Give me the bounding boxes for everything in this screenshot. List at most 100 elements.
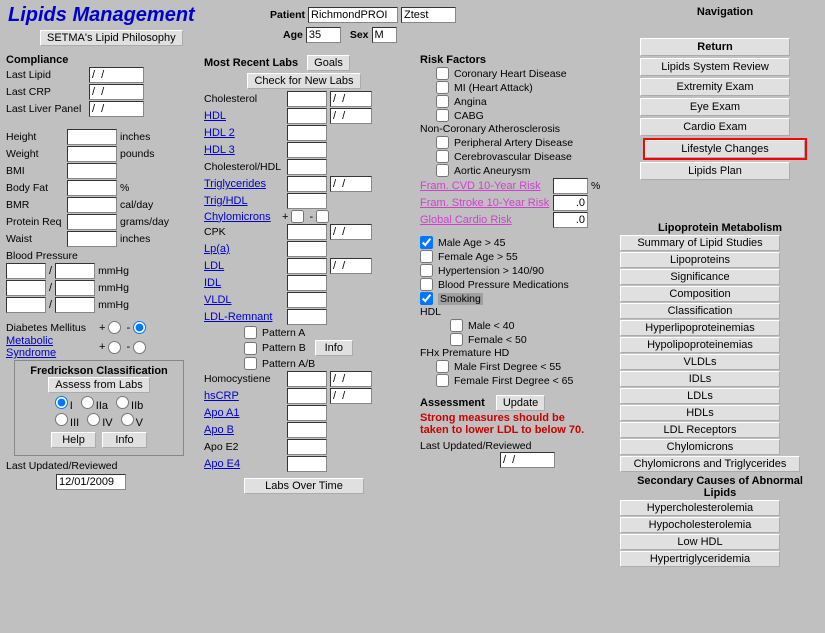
pad-cb[interactable] bbox=[436, 136, 449, 149]
apoe2-input[interactable] bbox=[287, 439, 327, 455]
hdl2-link[interactable]: HDL 2 bbox=[204, 127, 284, 139]
update-button[interactable]: Update bbox=[496, 395, 545, 411]
ldlrem-input[interactable] bbox=[287, 309, 327, 325]
bp-sys2[interactable] bbox=[6, 280, 46, 296]
ffd65-cb[interactable] bbox=[436, 374, 449, 387]
fram-stroke-link[interactable]: Fram. Stroke 10-Year Risk bbox=[420, 197, 550, 209]
patient-first-input[interactable] bbox=[401, 7, 456, 23]
chylo-plus[interactable] bbox=[291, 210, 304, 223]
bp-dia1[interactable] bbox=[55, 263, 95, 279]
comp-button[interactable]: Composition bbox=[620, 286, 780, 302]
assess-last-updated-input[interactable] bbox=[500, 452, 555, 468]
idl-input[interactable] bbox=[287, 275, 327, 291]
apoe4-link[interactable]: Apo E4 bbox=[204, 458, 284, 470]
chylo-link[interactable]: Chylomicrons bbox=[204, 211, 279, 223]
female55-cb[interactable] bbox=[420, 250, 433, 263]
height-input[interactable] bbox=[67, 129, 117, 145]
fr-iia-radio[interactable] bbox=[81, 396, 94, 409]
ldl-link[interactable]: LDL bbox=[204, 260, 284, 272]
vldl-input[interactable] bbox=[287, 292, 327, 308]
aa-cb[interactable] bbox=[436, 164, 449, 177]
chol-date[interactable] bbox=[330, 91, 372, 107]
fr-iib-radio[interactable] bbox=[116, 396, 129, 409]
lowhdl-button[interactable]: Low HDL bbox=[620, 534, 780, 550]
global-risk-input[interactable] bbox=[553, 212, 588, 228]
weight-input[interactable] bbox=[67, 146, 117, 162]
vldl-button[interactable]: VLDLs bbox=[620, 354, 780, 370]
chol-input[interactable] bbox=[287, 91, 327, 107]
cholhdl-input[interactable] bbox=[287, 159, 327, 175]
ldl-button[interactable]: LDLs bbox=[620, 388, 780, 404]
fram-stroke-input[interactable] bbox=[553, 195, 588, 211]
hyperchol-button[interactable]: Hypercholesterolemia bbox=[620, 500, 780, 516]
bp-sys3[interactable] bbox=[6, 297, 46, 313]
hypertrig-button[interactable]: Hypertriglyceridemia bbox=[620, 551, 780, 567]
htn-cb[interactable] bbox=[420, 264, 433, 277]
pattern-b-cb[interactable] bbox=[244, 342, 257, 355]
ldlrem-link[interactable]: LDL-Remnant bbox=[204, 311, 284, 323]
hscrp-link[interactable]: hsCRP bbox=[204, 390, 284, 402]
cpk-input[interactable] bbox=[287, 224, 327, 240]
apoe4-input[interactable] bbox=[287, 456, 327, 472]
angina-cb[interactable] bbox=[436, 95, 449, 108]
hdl-date[interactable] bbox=[330, 108, 372, 124]
fr-v-radio[interactable] bbox=[121, 413, 134, 426]
trig-link[interactable]: Triglycerides bbox=[204, 178, 284, 190]
global-risk-link[interactable]: Global Cardio Risk bbox=[420, 214, 550, 226]
lpa-link[interactable]: Lp(a) bbox=[204, 243, 284, 255]
trighdl-input[interactable] bbox=[287, 193, 327, 209]
idl-button[interactable]: IDLs bbox=[620, 371, 780, 387]
bpmeds-cb[interactable] bbox=[420, 278, 433, 291]
philosophy-button[interactable]: SETMA's Lipid Philosophy bbox=[40, 30, 183, 46]
chylo-trig-button[interactable]: Chylomicrons and Triglycerides bbox=[620, 456, 800, 472]
male40-cb[interactable] bbox=[450, 319, 463, 332]
hdl3-input[interactable] bbox=[287, 142, 327, 158]
homo-input[interactable] bbox=[287, 371, 327, 387]
check-labs-button[interactable]: Check for New Labs bbox=[247, 73, 360, 89]
homo-date[interactable] bbox=[330, 371, 372, 387]
last-lipid-input[interactable] bbox=[89, 67, 144, 83]
last-updated-input[interactable] bbox=[56, 474, 126, 490]
last-crp-input[interactable] bbox=[89, 84, 144, 100]
ms-minus-radio[interactable] bbox=[133, 341, 146, 354]
class-button[interactable]: Classification bbox=[620, 303, 780, 319]
sig-button[interactable]: Significance bbox=[620, 269, 780, 285]
hypo-button[interactable]: Hypolipoproteinemias bbox=[620, 337, 780, 353]
male45-cb[interactable] bbox=[420, 236, 433, 249]
sex-input[interactable] bbox=[372, 27, 397, 43]
trig-input[interactable] bbox=[287, 176, 327, 192]
dm-minus-radio[interactable] bbox=[133, 321, 146, 334]
extremity-button[interactable]: Extremity Exam bbox=[640, 78, 790, 96]
chylo-button[interactable]: Chylomicrons bbox=[620, 439, 780, 455]
fr-help-button[interactable]: Help bbox=[51, 432, 96, 448]
hdl3-link[interactable]: HDL 3 bbox=[204, 144, 284, 156]
lpa-input[interactable] bbox=[287, 241, 327, 257]
fr-iii-radio[interactable] bbox=[55, 413, 68, 426]
plan-button[interactable]: Lipids Plan bbox=[640, 162, 790, 180]
ldlrec-button[interactable]: LDL Receptors bbox=[620, 422, 780, 438]
apoa1-input[interactable] bbox=[287, 405, 327, 421]
ldl-input[interactable] bbox=[287, 258, 327, 274]
hdl-link[interactable]: HDL bbox=[204, 110, 284, 122]
hypochol-button[interactable]: Hypocholesterolemia bbox=[620, 517, 780, 533]
ms-link[interactable]: Metabolic Syndrome bbox=[6, 335, 96, 359]
bmr-input[interactable] bbox=[67, 197, 117, 213]
last-liver-input[interactable] bbox=[89, 101, 144, 117]
fram-cvd-link[interactable]: Fram. CVD 10-Year Risk bbox=[420, 180, 550, 192]
summary-button[interactable]: Summary of Lipid Studies bbox=[620, 235, 780, 251]
fram-cvd-input[interactable] bbox=[553, 178, 588, 194]
bp-dia3[interactable] bbox=[55, 297, 95, 313]
idl-link[interactable]: IDL bbox=[204, 277, 284, 289]
protein-input[interactable] bbox=[67, 214, 117, 230]
hscrp-input[interactable] bbox=[287, 388, 327, 404]
vldl-link[interactable]: VLDL bbox=[204, 294, 284, 306]
dm-plus-radio[interactable] bbox=[108, 321, 121, 334]
apoa1-link[interactable]: Apo A1 bbox=[204, 407, 284, 419]
chd-cb[interactable] bbox=[436, 67, 449, 80]
labs-over-time-button[interactable]: Labs Over Time bbox=[244, 478, 364, 494]
ldl-date[interactable] bbox=[330, 258, 372, 274]
cpk-date[interactable] bbox=[330, 224, 372, 240]
fr-i-radio[interactable] bbox=[55, 396, 68, 409]
bodyfat-input[interactable] bbox=[67, 180, 117, 196]
apob-input[interactable] bbox=[287, 422, 327, 438]
